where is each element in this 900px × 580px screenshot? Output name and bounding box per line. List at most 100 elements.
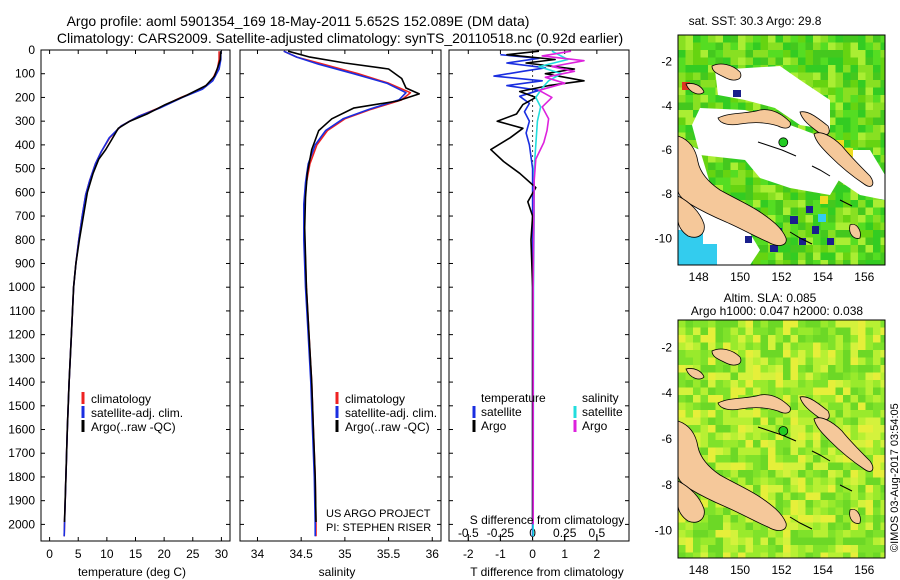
legend-argo-label: Argo(..raw -QC) bbox=[91, 420, 176, 434]
map-cell bbox=[820, 80, 829, 88]
map-cell bbox=[768, 477, 776, 486]
map-cell bbox=[783, 222, 791, 231]
map-cell bbox=[775, 252, 784, 261]
map-cell bbox=[798, 522, 806, 531]
map-cell bbox=[768, 440, 776, 448]
map-cell bbox=[730, 192, 739, 201]
map-cell bbox=[805, 417, 814, 426]
map-cell bbox=[753, 462, 761, 471]
map-cell bbox=[813, 432, 821, 441]
map-cell bbox=[775, 207, 784, 216]
map-cell bbox=[820, 87, 829, 96]
map-cell bbox=[858, 140, 866, 148]
map-cell bbox=[805, 522, 814, 531]
x-tick-label: 36 bbox=[426, 547, 440, 561]
map-cell bbox=[858, 485, 866, 493]
map-cell bbox=[798, 462, 806, 471]
map-cell bbox=[723, 57, 731, 66]
map-cell bbox=[783, 185, 791, 193]
map-cell bbox=[760, 410, 769, 418]
map-cell bbox=[723, 185, 731, 193]
map-cell bbox=[850, 485, 859, 493]
map-cell bbox=[685, 57, 694, 66]
map-cell bbox=[865, 470, 874, 478]
map-cell bbox=[865, 500, 874, 508]
map-cell bbox=[775, 470, 784, 478]
map-cell bbox=[730, 155, 739, 163]
salinity-series-group bbox=[283, 50, 420, 537]
map-cell bbox=[865, 42, 874, 51]
map-cell bbox=[850, 192, 859, 201]
y-tick-label: 1900 bbox=[8, 494, 35, 508]
map-cell bbox=[715, 462, 724, 471]
map-cell bbox=[760, 327, 769, 336]
map-cell bbox=[790, 237, 799, 246]
map-cell bbox=[715, 447, 724, 456]
map-cell bbox=[693, 35, 701, 43]
map-cell bbox=[760, 417, 769, 426]
map-cell bbox=[738, 320, 746, 328]
map-cell bbox=[730, 170, 739, 178]
map-cell bbox=[693, 395, 701, 403]
y-tick-label: 100 bbox=[15, 67, 35, 81]
map-cell bbox=[738, 462, 746, 471]
map-cell bbox=[798, 35, 806, 43]
map-cell bbox=[768, 365, 776, 373]
map-cell bbox=[768, 350, 776, 358]
map-cell bbox=[775, 342, 784, 351]
map-cell bbox=[835, 350, 844, 358]
map-cell bbox=[693, 80, 701, 88]
map-cell bbox=[760, 57, 769, 66]
map-cell bbox=[723, 515, 731, 523]
map-cell bbox=[738, 380, 746, 388]
map-cell bbox=[813, 387, 821, 396]
map-cell bbox=[753, 327, 761, 336]
map-cell bbox=[843, 185, 851, 193]
map-cell bbox=[865, 432, 874, 441]
map-cell bbox=[813, 327, 821, 336]
map-cell bbox=[865, 335, 874, 343]
map-cell bbox=[678, 320, 686, 328]
map-cell bbox=[858, 477, 866, 486]
map-cell bbox=[805, 440, 814, 448]
map-cell bbox=[723, 102, 731, 111]
map-cell bbox=[723, 327, 731, 336]
map-cell bbox=[700, 410, 709, 418]
map-cell bbox=[843, 372, 851, 381]
map-cell bbox=[790, 222, 799, 231]
map-cell bbox=[850, 252, 859, 261]
map-cell bbox=[700, 102, 709, 111]
map-cell bbox=[700, 327, 709, 336]
map-cell bbox=[678, 342, 686, 351]
map-cell bbox=[813, 552, 821, 558]
map-cell bbox=[835, 395, 844, 403]
map-cell bbox=[858, 237, 866, 246]
map-cell bbox=[843, 80, 851, 88]
map-cell bbox=[843, 87, 851, 96]
map-cell bbox=[790, 545, 799, 553]
map-cell bbox=[843, 252, 851, 261]
map-cell bbox=[880, 72, 885, 81]
map-cell bbox=[828, 485, 836, 493]
map-cell bbox=[865, 522, 874, 531]
map-cell bbox=[700, 432, 709, 441]
map-cell bbox=[858, 42, 866, 51]
map-cell bbox=[783, 545, 791, 553]
map-cell bbox=[768, 410, 776, 418]
map-cell bbox=[700, 357, 709, 366]
map-cell bbox=[700, 80, 709, 88]
map-cell bbox=[858, 222, 866, 231]
map-cell bbox=[865, 35, 874, 43]
map-cell bbox=[835, 492, 844, 501]
map-cell bbox=[760, 177, 769, 186]
map-cell bbox=[858, 342, 866, 351]
map-cell bbox=[753, 485, 761, 493]
map-cell bbox=[753, 545, 761, 553]
map-cell bbox=[730, 335, 739, 343]
map-cell bbox=[850, 57, 859, 66]
map-cell bbox=[880, 207, 885, 216]
map-cell bbox=[768, 320, 776, 328]
map-cell bbox=[858, 380, 866, 388]
map-cell bbox=[783, 530, 791, 538]
map-cell bbox=[850, 140, 859, 148]
